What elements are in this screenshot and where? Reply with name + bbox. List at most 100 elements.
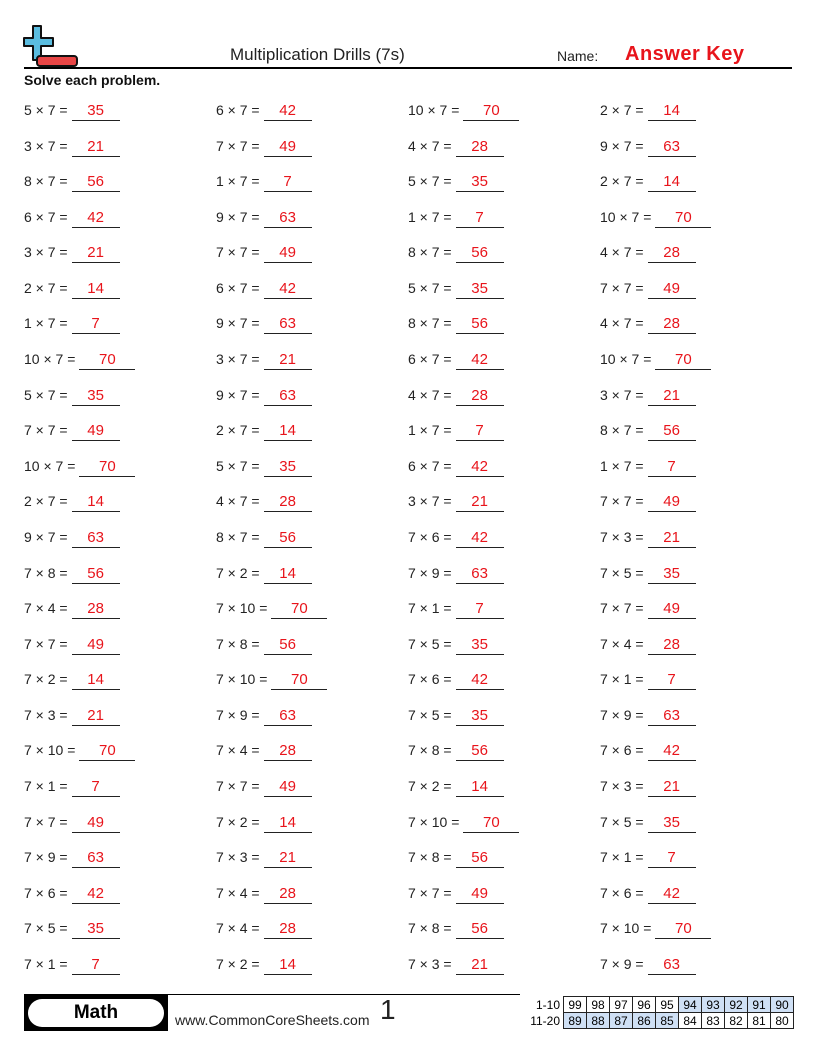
problem-question: 9 × 7 = <box>216 315 260 332</box>
problem-answer: 56 <box>455 742 504 762</box>
answer-key-label: Answer Key <box>625 43 745 65</box>
problem-answer: 70 <box>271 671 328 691</box>
problem-item: 7 × 3 = 21 <box>408 954 504 975</box>
problem-item: 9 × 7 = 63 <box>24 527 120 548</box>
problem-item: 8 × 7 = 56 <box>24 171 120 193</box>
problem-item: 7 × 5 = 35 <box>408 705 504 726</box>
problem-question: 7 × 1 = <box>24 955 68 972</box>
problem-answer: 49 <box>647 493 696 513</box>
problem-question: 5 × 7 = <box>24 386 68 403</box>
problem-item: 4 × 7 = 28 <box>408 385 504 406</box>
problem-answer: 70 <box>79 742 136 762</box>
problem-item: 7 × 7 = 49 <box>24 812 120 833</box>
problem-answer: 28 <box>647 315 696 335</box>
problem-item: 9 × 7 = 63 <box>216 207 312 228</box>
problem-item: 7 × 8 = 56 <box>408 740 504 762</box>
problem-question: 2 × 7 = <box>600 173 644 190</box>
problem-question: 7 × 7 = <box>216 244 260 261</box>
problem-item: 7 × 1 = 7 <box>600 847 696 869</box>
problem-item: 7 × 4 = 28 <box>24 598 120 620</box>
problem-answer: 49 <box>455 885 504 904</box>
score-cell: 85 <box>655 1012 679 1029</box>
problem-question: 4 × 7 = <box>408 137 452 154</box>
problem-item: 7 × 7 = 49 <box>600 491 696 513</box>
problem-answer: 70 <box>463 814 520 833</box>
score-cell: 81 <box>747 1012 771 1029</box>
problem-item: 7 × 7 = 49 <box>24 420 120 442</box>
problem-answer: 42 <box>71 209 120 228</box>
problem-question: 10 × 7 = <box>600 351 652 368</box>
problem-answer: 21 <box>455 956 504 975</box>
problem-question: 7 × 5 = <box>600 564 644 581</box>
problem-question: 9 × 7 = <box>216 386 260 403</box>
problem-answer: 28 <box>455 387 504 406</box>
problem-answer: 28 <box>263 742 312 762</box>
problem-answer: 42 <box>71 885 120 904</box>
problem-answer: 63 <box>71 849 120 869</box>
problem-answer: 7 <box>455 422 504 442</box>
problem-answer: 35 <box>71 102 120 121</box>
score-row: 11-20 89 88 87 86 85 84 83 82 81 80 <box>528 1012 794 1029</box>
problem-question: 5 × 7 = <box>24 102 68 118</box>
problem-item: 4 × 7 = 28 <box>216 491 312 513</box>
problem-item: 3 × 7 = 21 <box>24 136 120 157</box>
problem-question: 2 × 7 = <box>216 422 260 439</box>
problem-item: 6 × 7 = 42 <box>216 100 312 121</box>
problem-answer: 21 <box>263 849 312 869</box>
problem-question: 9 × 7 = <box>24 528 68 545</box>
score-cell: 87 <box>609 1012 633 1029</box>
score-cell: 92 <box>724 996 748 1013</box>
problem-question: 4 × 7 = <box>600 244 644 261</box>
problem-question: 7 × 7 = <box>600 279 644 296</box>
problem-question: 7 × 9 = <box>600 955 644 972</box>
problem-question: 1 × 7 = <box>600 457 644 474</box>
problem-question: 7 × 8 = <box>24 564 68 581</box>
problem-question: 7 × 8 = <box>408 742 452 759</box>
website-link[interactable]: www.CommonCoreSheets.com <box>175 1012 370 1028</box>
problem-item: 7 × 6 = 42 <box>408 527 504 548</box>
problem-item: 5 × 7 = 35 <box>408 171 504 193</box>
problem-question: 7 × 2 = <box>216 564 260 581</box>
problem-answer: 42 <box>263 102 312 121</box>
problem-item: 7 × 2 = 14 <box>216 954 312 975</box>
problem-answer: 49 <box>71 636 120 655</box>
score-cell: 99 <box>563 996 587 1013</box>
problem-item: 7 × 7 = 49 <box>216 242 312 264</box>
problem-question: 8 × 7 = <box>24 173 68 190</box>
problem-question: 7 × 6 = <box>408 671 452 688</box>
problem-item: 7 × 2 = 14 <box>216 812 312 833</box>
problem-question: 9 × 7 = <box>600 137 644 154</box>
problem-question: 7 × 7 = <box>216 137 260 154</box>
problem-answer: 14 <box>71 280 120 299</box>
problem-item: 7 × 10 = 70 <box>600 918 712 940</box>
problem-question: 7 × 1 = <box>408 600 452 617</box>
problem-answer: 63 <box>263 315 312 335</box>
problem-answer: 49 <box>647 280 696 299</box>
problem-question: 7 × 2 = <box>216 813 260 830</box>
problem-answer: 21 <box>455 493 504 513</box>
problem-item: 7 × 9 = 63 <box>24 847 120 869</box>
problem-answer: 28 <box>263 493 312 513</box>
problem-answer: 63 <box>647 956 696 975</box>
problem-item: 6 × 7 = 42 <box>408 349 504 371</box>
problem-answer: 35 <box>455 280 504 299</box>
problem-item: 7 × 2 = 14 <box>216 563 312 584</box>
problem-question: 10 × 7 = <box>408 102 460 118</box>
problem-question: 7 × 4 = <box>216 884 260 901</box>
problem-item: 1 × 7 = 7 <box>600 456 696 477</box>
problem-answer: 56 <box>455 849 504 869</box>
score-cell: 84 <box>678 1012 702 1029</box>
problem-question: 7 × 5 = <box>408 635 452 652</box>
problem-item: 7 × 7 = 49 <box>216 776 312 798</box>
problem-question: 8 × 7 = <box>600 422 644 439</box>
problem-question: 7 × 1 = <box>600 671 644 688</box>
problem-answer: 7 <box>71 778 120 798</box>
problem-answer: 70 <box>655 209 712 228</box>
problem-question: 7 × 3 = <box>408 955 452 972</box>
problem-answer: 42 <box>455 351 504 371</box>
problem-answer: 49 <box>71 422 120 442</box>
problem-item: 8 × 7 = 56 <box>216 527 312 548</box>
math-logo-icon <box>23 25 78 67</box>
problem-question: 7 × 4 = <box>24 600 68 617</box>
problem-item: 7 × 5 = 35 <box>600 563 696 584</box>
